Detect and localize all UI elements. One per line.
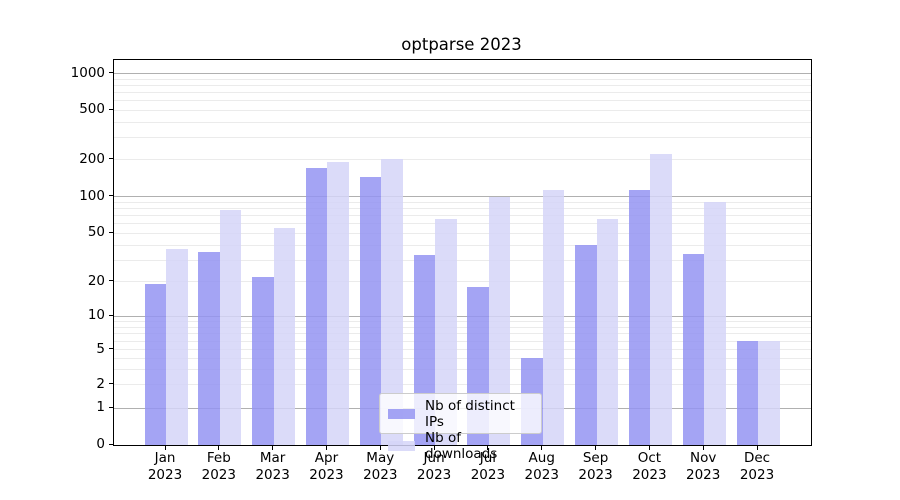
legend-item-downloads: Nb of downloads [388, 430, 533, 462]
x-tick [379, 446, 381, 450]
x-tick [595, 446, 597, 450]
x-tick-label: Dec 2023 [739, 450, 775, 483]
minor-gridline [114, 201, 811, 203]
bar-downloads-feb [219, 209, 242, 445]
y-tick-label: 50 [87, 224, 105, 241]
legend-swatch-distinct-ips [388, 409, 415, 419]
legend-label-downloads: Nb of downloads [425, 430, 498, 462]
plot-area: Nb of distinct IPs Nb of downloads [113, 59, 812, 462]
minor-gridline [114, 109, 811, 111]
bars-layer [114, 60, 811, 445]
bar-downloads-jan [166, 249, 188, 445]
x-tick-label: Mar 2023 [255, 450, 290, 483]
x-tick-label: Apr 2023 [309, 450, 344, 483]
bar-downloads-jun [435, 218, 457, 445]
y-tick-label: 10 [87, 307, 105, 324]
y-tick-label: 1000 [70, 64, 105, 81]
x-tick-label: Nov 2023 [686, 450, 721, 483]
bar-distinct-ips-mar [252, 276, 274, 445]
minor-gridline [114, 320, 811, 322]
x-tick [272, 446, 274, 450]
bar-downloads-apr [327, 161, 349, 445]
bar-distinct-ips-apr [305, 167, 328, 445]
minor-gridline [114, 137, 811, 139]
x-tick-label: Sep 2023 [578, 450, 613, 483]
bar-downloads-nov [704, 201, 726, 445]
bar-distinct-ips-oct [628, 189, 651, 445]
major-gridline [114, 196, 811, 198]
minor-gridline [114, 281, 811, 283]
bar-downloads-jul [488, 196, 511, 445]
bar-downloads-may [381, 158, 403, 445]
gridlines-layer [114, 60, 811, 445]
legend-swatch-downloads [388, 441, 415, 451]
minor-gridline [114, 121, 811, 123]
x-tick-label: Oct 2023 [632, 450, 667, 483]
major-gridline [114, 315, 811, 317]
y-tick-label: 20 [87, 272, 105, 289]
minor-gridline [114, 244, 811, 246]
bar-downloads-dec [758, 341, 780, 445]
y-tick-label: 200 [79, 150, 105, 167]
bar-distinct-ips-sep [575, 245, 597, 445]
minor-gridline [114, 232, 811, 234]
minor-gridline [114, 340, 811, 342]
minor-gridline [114, 159, 811, 161]
minor-gridline [114, 357, 811, 359]
y-tick-label: 500 [79, 101, 105, 118]
minor-gridline [114, 223, 811, 225]
minor-gridline [114, 259, 811, 261]
minor-gridline [114, 208, 811, 210]
minor-gridline [114, 333, 811, 335]
minor-gridline [114, 368, 811, 370]
bar-distinct-ips-jan [144, 284, 166, 445]
x-tick-label: Feb 2023 [201, 450, 236, 483]
minor-gridline [114, 384, 811, 386]
legend-item-distinct-ips: Nb of distinct IPs [388, 398, 533, 430]
x-tick [702, 446, 704, 450]
minor-gridline [114, 84, 811, 86]
x-tick [756, 446, 758, 450]
bar-downloads-oct [650, 153, 672, 445]
x-tick [164, 446, 166, 450]
x-tick [648, 446, 650, 450]
y-tick-label: 5 [96, 340, 105, 357]
bar-downloads-mar [273, 227, 296, 445]
minor-gridline [114, 215, 811, 217]
chart-title: optparse 2023 [401, 35, 522, 54]
x-tick [218, 446, 220, 450]
bar-distinct-ips-dec [736, 341, 759, 445]
legend: Nb of distinct IPs Nb of downloads [379, 393, 542, 462]
minor-gridline [114, 100, 811, 102]
minor-gridline [114, 326, 811, 328]
y-tick-label: 2 [96, 375, 105, 392]
bar-distinct-ips-feb [198, 252, 220, 445]
x-tick [541, 446, 543, 450]
major-gridline [114, 73, 811, 75]
bar-downloads-aug [542, 189, 565, 445]
minor-gridline [114, 78, 811, 80]
y-tick-label: 0 [96, 436, 105, 452]
bar-distinct-ips-nov [682, 253, 705, 445]
minor-gridline [114, 92, 811, 93]
y-tick-label: 100 [79, 187, 105, 204]
y-tick-label: 1 [96, 399, 105, 416]
legend-label-distinct-ips: Nb of distinct IPs [425, 398, 515, 430]
bar-downloads-sep [596, 218, 619, 445]
bar-distinct-ips-may [359, 177, 382, 445]
minor-gridline [114, 349, 811, 351]
x-tick [325, 446, 327, 450]
x-tick-label: Jan 2023 [147, 450, 183, 483]
